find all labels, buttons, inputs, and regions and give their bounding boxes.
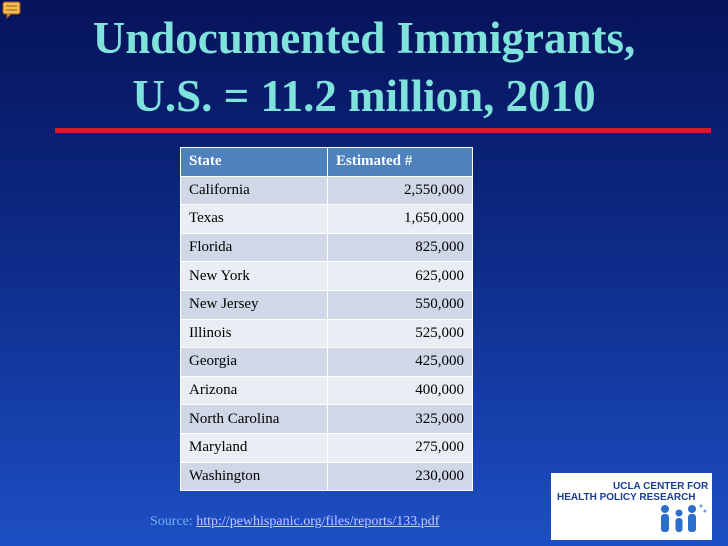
divider [55,128,711,133]
table-cell: 425,000 [327,347,473,377]
table-cell: 400,000 [327,375,473,406]
table-cell: 1,650,000 [327,204,473,234]
table-cell: 525,000 [327,318,473,349]
logo: UCLA CENTER FOR HEALTH POLICY RESEARCH [551,473,712,540]
table-cell: Illinois [180,318,328,349]
table-cell: Florida [180,232,328,263]
table-cell: 230,000 [327,461,473,492]
table-cell: North Carolina [180,404,328,434]
table-cell: 2,550,000 [327,175,473,206]
table-row: Illinois 525,000 [180,318,473,349]
logo-text: UCLA CENTER FOR [613,481,709,492]
table-row: Florida 825,000 [180,232,473,263]
logo-text: HEALTH POLICY RESEARCH [557,492,696,503]
table-row: New York 625,000 [180,261,473,291]
table-cell: Arizona [180,375,328,406]
table-cell: California [180,175,328,206]
table-cell: 275,000 [327,432,473,463]
source-link[interactable]: http://pewhispanic.org/files/reports/133… [196,514,440,529]
table-row: Georgia 425,000 [180,347,473,377]
table-cell: 825,000 [327,232,473,263]
table-cell: 625,000 [327,261,473,291]
header-row: State Estimated # [180,147,473,177]
title-line: U.S. = 11.2 million, 2010 [132,71,596,121]
table-row: Washington 230,000 [180,461,473,492]
table-cell: 550,000 [327,289,473,320]
table-row: Texas 1,650,000 [180,204,473,234]
table-cell: 325,000 [327,404,473,434]
table-cell: New Jersey [180,289,328,320]
source: Source: http://pewhispanic.org/files/rep… [150,514,439,530]
table-cell: New York [180,261,328,291]
header-cell: Estimated # [327,147,473,177]
source-label: Source: [150,514,193,529]
table-row: New Jersey 550,000 [180,289,473,320]
table-cell: Georgia [180,347,328,377]
comment-icon [2,1,21,19]
table-cell: Washington [180,461,328,492]
table: State Estimated # California 2,550,000 Texas… [180,147,473,492]
table-row: Maryland 275,000 [180,432,473,463]
table-row: North Carolina 325,000 [180,404,473,434]
title-line: Undocumented Immigrants, [92,13,636,63]
table-cell: Texas [180,204,328,234]
logo-figures [661,504,707,532]
table-cell: Maryland [180,432,328,463]
table-row: Arizona 400,000 [180,375,473,406]
table-row: California 2,550,000 [180,175,473,206]
header-cell: State [180,147,328,177]
